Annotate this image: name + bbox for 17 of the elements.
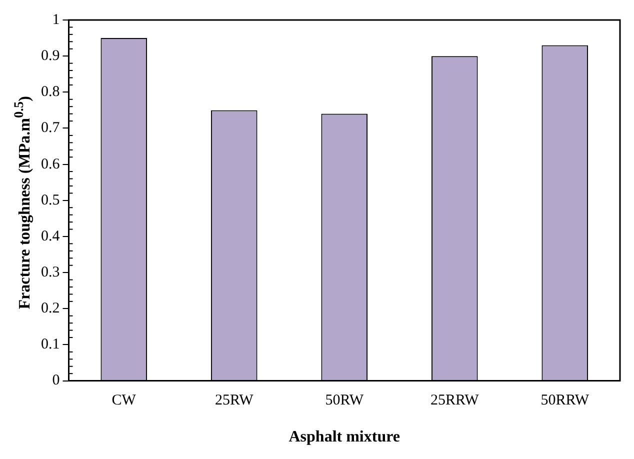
y-tick-label: 0.5 [41,192,60,208]
x-axis-title: Asphalt mixture [288,428,400,446]
x-tick-label: 25RRW [430,392,480,409]
x-tick-label: CW [112,392,137,409]
y-tick-label: 0.6 [41,156,60,172]
y-tick-label: 0.3 [41,264,60,280]
y-tick-label: 0 [52,372,60,389]
y-tick-label: 0.8 [41,84,60,100]
x-tick-label: 50RRW [540,392,590,409]
y-tick-label: 0.2 [41,300,60,317]
y-tick-label: 1 [52,12,60,28]
y-tick-label: 0.1 [41,336,60,353]
y-tick-label: 0.9 [41,48,60,64]
x-tick-label: 25RW [214,392,254,409]
y-tick-label: 0.4 [41,228,60,244]
x-tick-label: 50RW [325,392,364,409]
y-tick-label: 0.7 [41,120,60,136]
